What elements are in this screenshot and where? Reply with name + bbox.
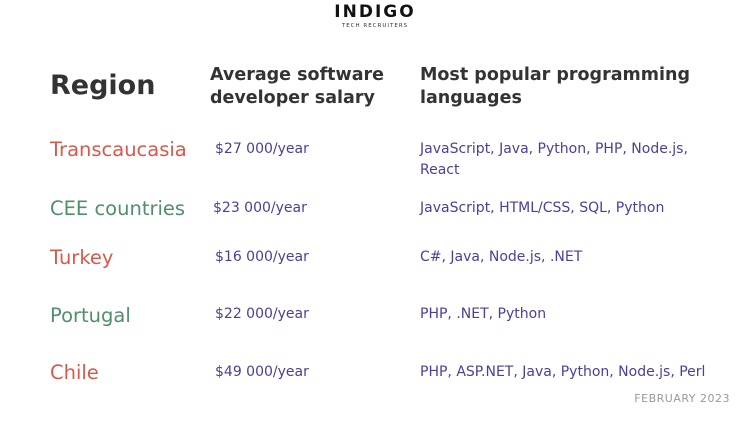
- row-languages: JavaScript, Java, Python, PHP, Node.js, …: [420, 141, 688, 178]
- row-salary: $22 000/year: [215, 306, 309, 322]
- row-salary: $23 000/year: [213, 200, 307, 216]
- row-languages: PHP, ASP.NET, Java, Python, Node.js, Per…: [420, 364, 706, 380]
- row-languages: JavaScript, HTML/CSS, SQL, Python: [420, 200, 665, 216]
- header-region: Region: [50, 70, 156, 101]
- row-salary: $27 000/year: [215, 141, 309, 157]
- row-languages: C#, Java, Node.js, .NET: [420, 249, 583, 265]
- logo: INDIGO TECH RECRUITERS: [0, 2, 750, 30]
- row-region: CEE countries: [50, 197, 186, 220]
- row-salary: $16 000/year: [215, 249, 309, 265]
- header-salary: Average software developer salary: [210, 65, 385, 108]
- logo-subtitle: TECH RECRUITERS: [341, 23, 409, 29]
- date-footer: FEBRUARY 2023: [634, 392, 730, 405]
- row-region: Transcaucasia: [50, 138, 187, 161]
- row-region: Chile: [50, 361, 99, 384]
- row-salary: $49 000/year: [215, 364, 309, 380]
- row-region: Turkey: [50, 246, 114, 269]
- row-languages: PHP, .NET, Python: [420, 306, 547, 322]
- header-languages: Most popular programming languages: [420, 65, 690, 108]
- row-region: Portugal: [50, 304, 131, 327]
- logo-title: INDIGO: [334, 2, 416, 22]
